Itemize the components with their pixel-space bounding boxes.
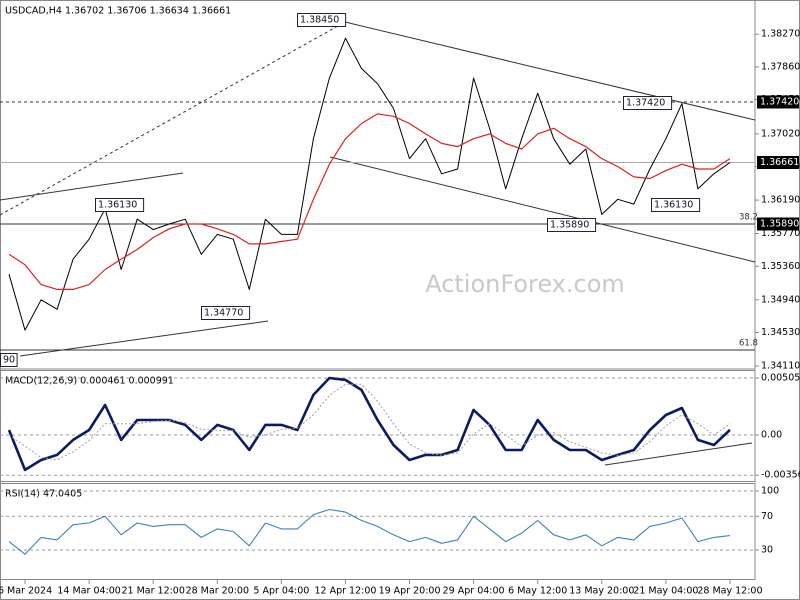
y-tick-label: 1.34940 [761,294,800,305]
level-label: 1.35890 [760,219,799,230]
annotation-box [623,96,673,110]
x-tick-label: 29 Apr 04:00 [443,586,505,597]
y-tick-label: 0.005054 [761,372,800,383]
y-tick-label: 30 [761,544,773,555]
y-tick-label: 100 [761,485,779,496]
x-tick-label: 21 May 04:00 [633,586,698,597]
x-tick-label: 21 Mar 12:00 [121,586,184,597]
x-tick-label: 6 May 12:00 [508,586,567,597]
series-line [8,508,731,555]
macd-trend-line [604,442,753,466]
annotation-box [297,13,347,27]
annotation-box [95,198,145,212]
y-tick-label: 1.35770 [761,228,800,239]
annotation: 1.38450 [300,15,339,26]
x-tick-label: 28 Mar 20:00 [186,586,249,597]
trend-lines [0,21,756,466]
annotation: 90 [3,355,15,366]
y-tick-label: 1.36190 [761,195,800,206]
x-tick-label: 13 May 20:00 [569,586,634,597]
y-tick-label: 1.37020 [761,128,800,139]
annotation: 1.35890 [550,220,589,231]
annotation-box [201,306,251,320]
y-tick-label: 70 [761,511,773,522]
annotation-box [651,198,701,212]
series-line [7,376,731,472]
y-tick-label: 1.37860 [761,61,800,72]
y-tick-label: 1.34110 [761,360,800,371]
panel-title: RSI(14) 47.0405 [5,489,82,500]
level-box [757,156,799,170]
watermark: ActionForex.com [425,270,625,298]
annotation: 1.37420 [626,98,665,109]
level-label: 1.37420 [760,96,799,107]
level-label: 1.36661 [760,157,799,168]
rsi-panel [0,483,756,580]
y-tick-label: 1.35360 [761,261,800,272]
x-tick-label: 19 Apr 20:00 [379,586,441,597]
level-box [757,217,799,231]
y-tick-label: 1.38270 [761,29,800,40]
level-box [757,95,799,109]
annotation: 1.36130 [98,200,137,211]
x-tick-label: 6 Mar 2024 [0,586,52,597]
channel-line [329,156,756,263]
panel-borders [0,0,756,580]
series-line [8,37,731,331]
channel-line [344,21,756,121]
annotation: 38.2 [739,213,758,223]
panel-title: MACD(12,26,9) 0.000461 0.000991 [5,376,174,387]
macd-panel [0,370,756,482]
trend-line [0,172,184,201]
series-line [8,383,731,461]
series-line [8,113,731,290]
y-tick-label: 0.00 [761,429,782,440]
annotation: 1.36130 [654,200,693,211]
x-tick-label: 5 Apr 04:00 [253,586,309,597]
annotation: 1.34770 [204,308,243,319]
panel-title: USDCAD,H4 1.36702 1.36706 1.36634 1.3666… [5,6,231,17]
price-panel [0,0,756,370]
annotation-box [547,218,597,232]
y-tick-label: -0.003569 [761,470,800,481]
annotation-box [0,353,18,367]
annotation: 61.8 [739,339,758,349]
x-tick-label: 14 Mar 04:00 [57,586,120,597]
x-tick-label: 28 May 12:00 [697,586,762,597]
y-tick-label: 1.34530 [761,327,800,338]
x-tick-label: 12 Apr 12:00 [314,586,376,597]
